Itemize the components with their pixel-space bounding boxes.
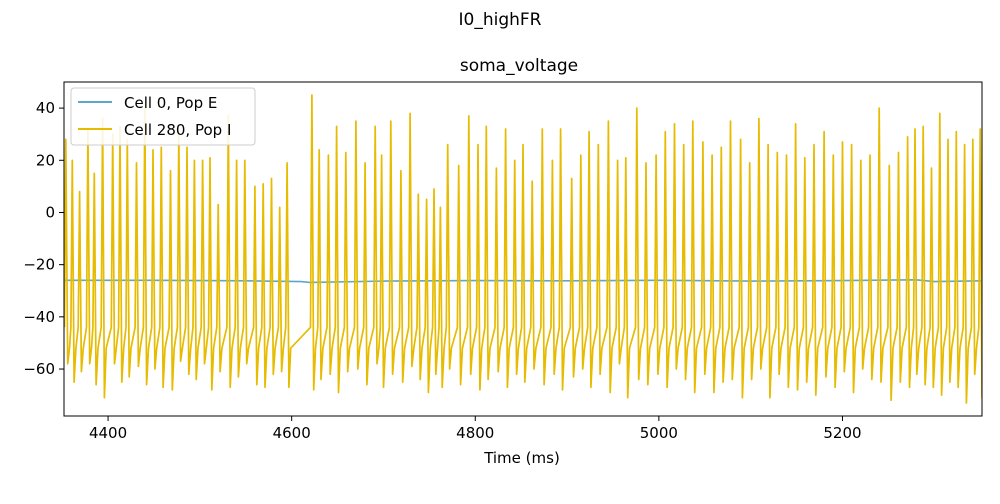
y-tick-label: −60 [23, 360, 55, 378]
plot-frame [63, 81, 983, 417]
legend-label-pop-i: Cell 280, Pop I [124, 121, 231, 139]
y-tick-label: 20 [36, 151, 55, 169]
legend-label-pop-e: Cell 0, Pop E [124, 94, 217, 112]
x-tick-label: 5200 [823, 424, 861, 442]
y-tick-label: 0 [45, 203, 55, 221]
chart-legend: Cell 0, Pop E Cell 280, Pop I [70, 87, 256, 146]
axis-ticks: 4400 4600 4800 5000 5200 −60 −40 −20 0 20 40 [23, 99, 861, 442]
x-tick-label: 5000 [640, 424, 678, 442]
y-tick-label: 40 [36, 99, 55, 117]
x-axis-label: Time (ms) [483, 449, 560, 467]
chart-title: soma_voltage [460, 56, 578, 76]
y-tick-label: −40 [23, 308, 55, 326]
x-tick-label: 4800 [456, 424, 494, 442]
figure-suptitle: I0_highFR [459, 10, 542, 30]
x-tick-label: 4600 [273, 424, 311, 442]
legend-box [70, 87, 256, 146]
series-layer [64, 94, 982, 404]
x-tick-label: 4400 [89, 424, 127, 442]
y-tick-label: −20 [23, 256, 55, 274]
series-line-pop-i [64, 94, 982, 404]
